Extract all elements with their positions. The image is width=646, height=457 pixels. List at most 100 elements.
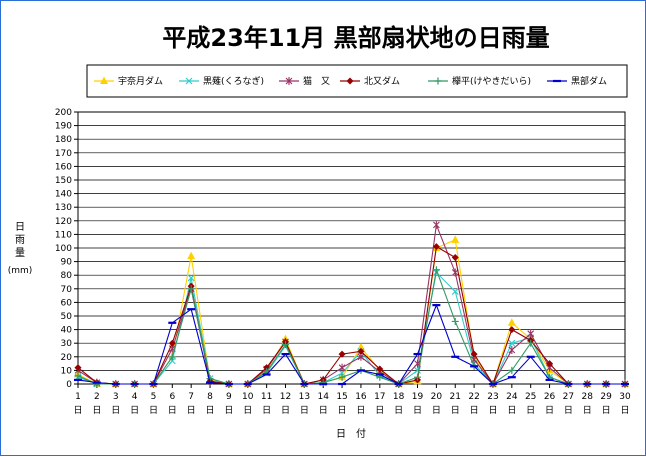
- x-tick-label: 27: [563, 392, 574, 402]
- data-point: [508, 346, 516, 354]
- series-line: [77, 222, 625, 385]
- data-point: [168, 339, 176, 347]
- x-tick-label: 6: [169, 392, 175, 402]
- x-tick-label: 7: [188, 392, 194, 402]
- gridlines: [78, 111, 625, 385]
- x-tick-label: 26: [544, 392, 556, 402]
- y-tick-label: 40: [61, 326, 73, 336]
- x-axis-label: 日 付: [336, 427, 366, 440]
- x-tick-suffix: 日: [507, 405, 516, 416]
- data-point: [432, 220, 440, 229]
- legend-item: 欅平(けやきだいら): [428, 76, 531, 87]
- data-point: [507, 318, 516, 326]
- legend-label: 黒部ダム: [571, 75, 607, 87]
- y-tick-label: 150: [55, 176, 72, 186]
- data-point: [74, 372, 82, 380]
- data-point: [546, 360, 554, 368]
- x-tick-label: 18: [393, 392, 405, 402]
- series-line: [77, 303, 625, 385]
- data-point: [451, 317, 459, 325]
- data-point: [74, 364, 82, 372]
- x-tick-suffix: 日: [73, 405, 82, 416]
- y-tick-label: 60: [61, 298, 73, 308]
- data-point: [187, 274, 195, 282]
- data-point: [376, 365, 384, 373]
- legend-label: 北又ダム: [364, 75, 400, 87]
- y-axis-ticks: 0 10 20 30 40 50 60 70 80 90 100 110 120 130 140 150 160…: [55, 108, 78, 390]
- x-tick-suffix: 日: [300, 405, 309, 416]
- data-point: [527, 329, 535, 338]
- data-point: [168, 353, 176, 361]
- x-tick-suffix: 日: [545, 405, 554, 416]
- y-axis-unit: (mm): [8, 266, 33, 276]
- data-point: [508, 326, 516, 334]
- x-tick-label: 28: [582, 392, 594, 402]
- data-point: [527, 339, 535, 347]
- legend-item: 北又ダム: [340, 75, 400, 87]
- data-point: [451, 254, 459, 262]
- x-tick-label: 30: [619, 392, 631, 402]
- data-point: [187, 251, 196, 260]
- x-tick-label: 16: [355, 392, 367, 402]
- x-tick-suffix: 日: [168, 405, 177, 416]
- series-group: [74, 303, 629, 386]
- y-tick-label: 160: [55, 162, 72, 172]
- x-tick-suffix: 日: [356, 405, 365, 416]
- data-point: [432, 266, 440, 274]
- data-point: [338, 373, 346, 381]
- x-tick-label: 29: [600, 392, 612, 402]
- x-tick-suffix: 日: [413, 405, 422, 416]
- x-tick-label: 8: [207, 392, 213, 402]
- legend-label: 欅平(けやきだいら): [452, 76, 531, 87]
- y-tick-label: 20: [61, 353, 73, 363]
- y-tick-label: 170: [55, 149, 72, 159]
- y-tick-label: 180: [55, 135, 72, 145]
- data-point: [508, 339, 516, 347]
- y-tick-label: 10: [61, 366, 73, 376]
- x-tick-suffix: 日: [620, 405, 629, 416]
- x-tick-suffix: 日: [432, 405, 441, 416]
- x-tick-label: 9: [226, 392, 232, 402]
- legend: 宇奈月ダム 黒薙(くろなぎ) 猫 又 北又ダム 欅平(けやきだいら) 黒部ダム: [86, 64, 628, 98]
- series-group: [74, 235, 629, 387]
- data-point: [187, 285, 195, 293]
- x-tick-label: 19: [412, 392, 424, 402]
- x-tick-suffix: 日: [149, 405, 158, 416]
- data-point: [356, 342, 365, 351]
- x-tick-label: 25: [525, 392, 536, 402]
- data-point: [338, 350, 346, 358]
- data-point: [432, 243, 440, 251]
- x-tick-label: 24: [506, 392, 518, 402]
- x-tick-label: 20: [431, 392, 443, 402]
- y-tick-label: 140: [55, 190, 72, 200]
- x-tick-label: 13: [299, 392, 310, 402]
- x-tick-suffix: 日: [92, 405, 101, 416]
- y-tick-label: 190: [55, 122, 72, 132]
- x-tick-label: 5: [151, 392, 157, 402]
- x-tick-suffix: 日: [602, 405, 611, 416]
- y-tick-label: 200: [55, 108, 72, 118]
- x-tick-label: 10: [242, 392, 254, 402]
- data-point: [357, 347, 365, 355]
- x-tick-suffix: 日: [526, 405, 535, 416]
- y-tick-label: 120: [55, 217, 72, 227]
- x-tick-suffix: 日: [583, 405, 592, 416]
- data-point: [470, 350, 478, 358]
- x-axis-ticks: 1日2日3日4日5日6日7日8日9日10日11日12日13日14日15日16日1…: [73, 384, 631, 416]
- data-point: [451, 235, 460, 243]
- x-tick-suffix: 日: [206, 405, 215, 416]
- data-point: [338, 363, 346, 372]
- x-tick-suffix: 日: [451, 405, 460, 416]
- x-tick-suffix: 日: [338, 405, 347, 416]
- series-line: [77, 267, 625, 385]
- x-tick-suffix: 日: [319, 405, 328, 416]
- x-tick-suffix: 日: [243, 405, 252, 416]
- x-tick-suffix: 日: [262, 405, 271, 416]
- x-tick-suffix: 日: [224, 405, 233, 416]
- series-group: [74, 243, 629, 388]
- legend-swatch-marker: [346, 77, 354, 85]
- x-tick-label: 23: [487, 392, 498, 402]
- chart-title: 平成23年11月 黒部扇状地の日雨量: [162, 24, 549, 52]
